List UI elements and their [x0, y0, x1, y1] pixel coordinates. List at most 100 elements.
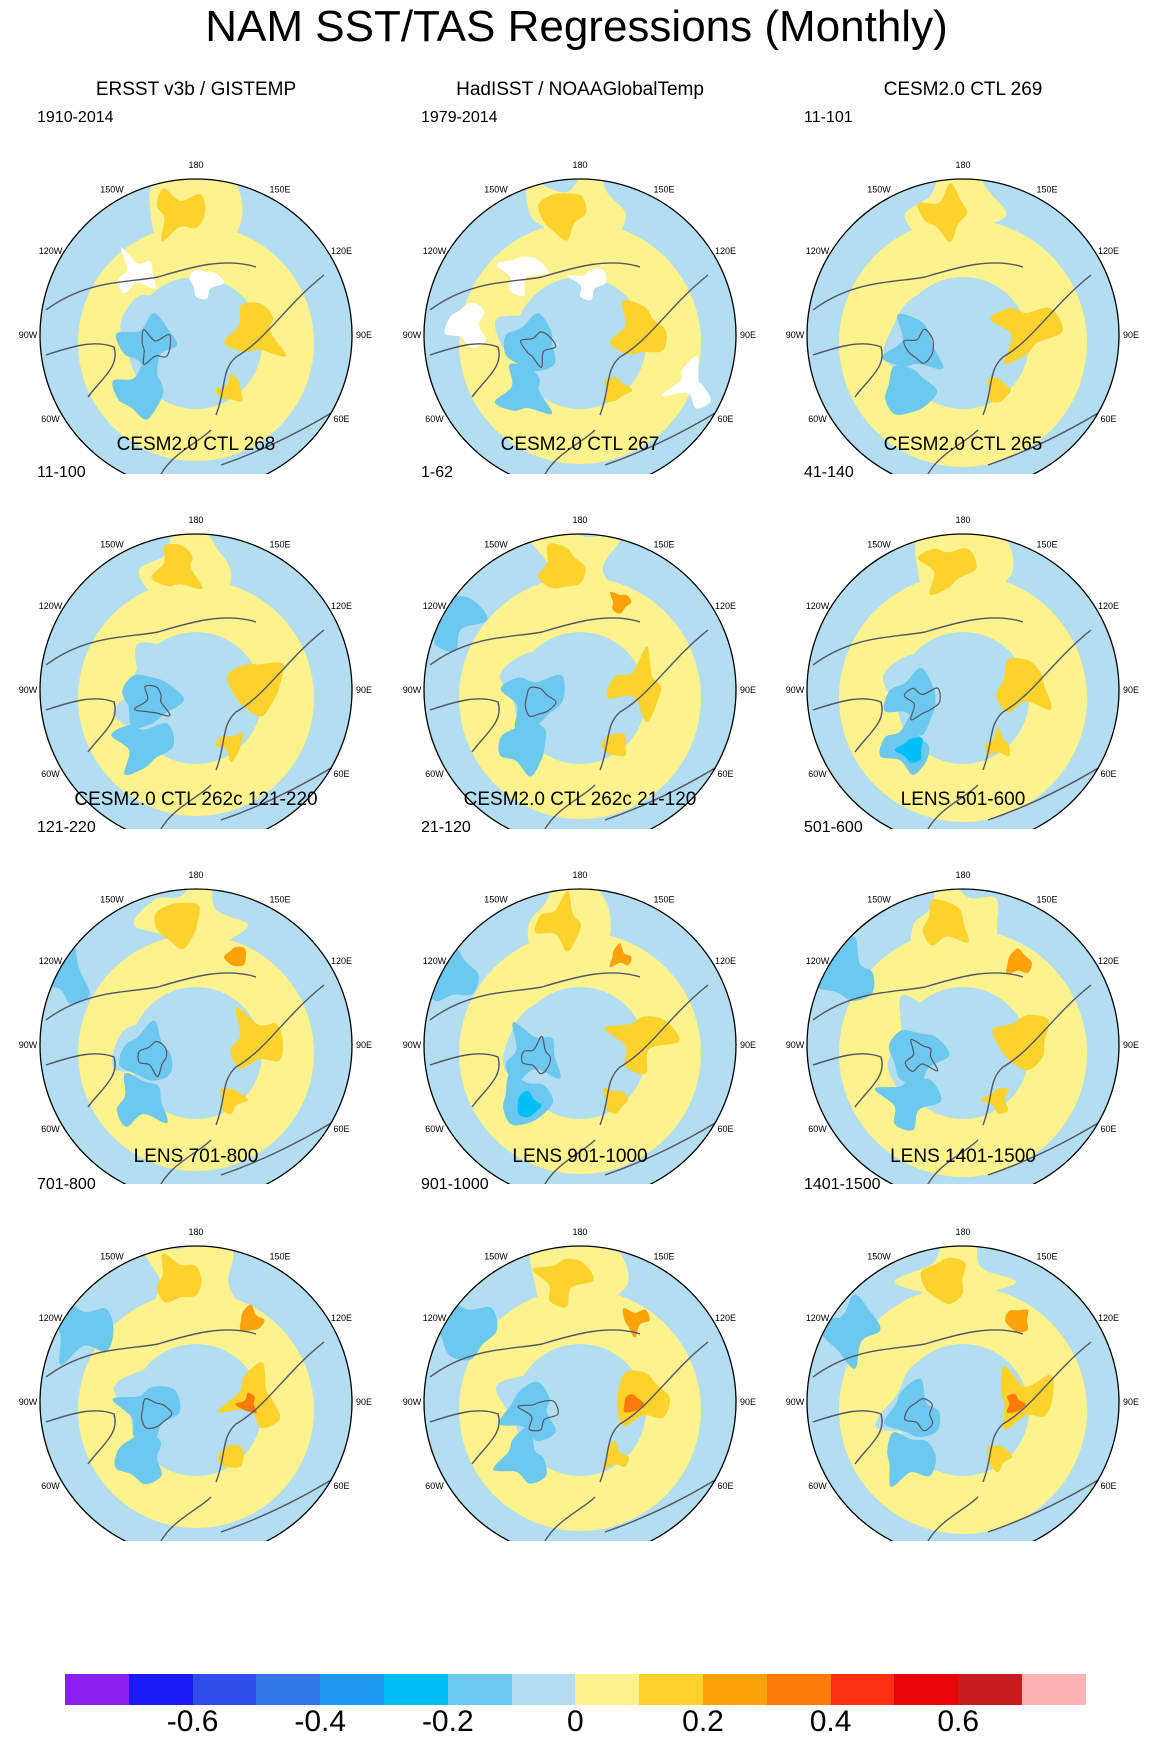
panel-period: 501-600	[804, 819, 863, 836]
longitude-label: 120W	[423, 1313, 447, 1323]
coastline	[155, 784, 212, 829]
greenland-negative	[118, 1020, 173, 1081]
coastline	[812, 1053, 883, 1108]
longitude-label: 180	[572, 870, 587, 880]
polar-map: 180150E120E90E60E30E030W60W90W120W150W	[19, 160, 372, 474]
longitude-label: 60W	[808, 1481, 827, 1491]
coastline	[987, 1473, 1109, 1533]
pacific-strong-positive	[920, 1257, 966, 1305]
longitude-label: 60E	[717, 1124, 733, 1134]
coastline	[982, 274, 1092, 416]
atlantic-negative	[111, 723, 175, 776]
longitude-label: 150W	[867, 1252, 891, 1262]
siberia-hot-spot	[622, 1308, 650, 1338]
map-panel: 180150E120E90E60E30E030W60W90W120W150W LE…	[4, 1146, 388, 1541]
coastline	[45, 262, 257, 311]
longitude-label: 120W	[39, 956, 63, 966]
coastline	[215, 984, 325, 1126]
map-boundary	[39, 888, 353, 1184]
panel-period: 901-1000	[421, 1176, 489, 1193]
missing-data	[661, 356, 712, 409]
siberia-hot-spot	[609, 591, 632, 614]
longitude-label: 60E	[717, 1481, 733, 1491]
polar-map: 180150E120E90E60E30E030W60W90W120W150W	[19, 515, 372, 829]
polar-map: 180150E120E90E60E30E030W60W90W120W150W	[19, 1227, 372, 1541]
atlantic-negative	[874, 1077, 942, 1131]
map-boundary	[423, 1245, 737, 1541]
longitude-label: 120E	[1098, 956, 1119, 966]
longitude-label: 180	[188, 160, 203, 170]
map-panel: 180150E120E90E60E30E030W60W90W120W150WCE…	[771, 434, 1153, 829]
longitude-label: 150E	[269, 185, 290, 195]
labrador-strong-negative	[517, 1090, 542, 1118]
coastline	[812, 617, 1024, 666]
europe-positive	[986, 1445, 1013, 1473]
longitude-label: 90W	[19, 330, 38, 340]
coastline	[220, 1473, 342, 1533]
longitude-label: 180	[188, 870, 203, 880]
polar-map: 180150E120E90E60E30E030W60W90W120W150W	[403, 870, 756, 1184]
longitude-label: 120E	[715, 246, 736, 256]
map-boundary	[39, 1245, 353, 1541]
greenland-negative	[884, 1378, 941, 1438]
map-panel: 180150E120E90E60E30E030W60W90W120W150WER…	[4, 79, 388, 474]
coastline	[429, 972, 641, 1021]
atlantic-negative	[885, 365, 938, 415]
greenland-coastline	[903, 687, 941, 721]
longitude-label: 90E	[356, 330, 372, 340]
map-panel: 180150E120E90E60E30E030W60W90W120W150WCE…	[771, 79, 1153, 474]
coastline	[45, 1329, 257, 1378]
coastline	[220, 761, 342, 821]
panel-title: LENS 701-800	[133, 1146, 259, 1167]
eurasia-positive	[227, 662, 284, 717]
greenland-coastline	[140, 1397, 173, 1430]
eurasia-positive	[992, 1014, 1050, 1071]
europe-positive	[603, 1088, 628, 1114]
longitude-label: 180	[572, 160, 587, 170]
map-boundary	[423, 533, 737, 829]
coastline	[429, 1329, 641, 1378]
eurasia-positive	[224, 302, 286, 357]
atlantic-negative	[116, 1073, 168, 1127]
longitude-label: 120E	[715, 956, 736, 966]
panel-title: LENS 1401-1500	[890, 1146, 1036, 1167]
greenland-coastline	[520, 1035, 551, 1075]
longitude-label: 120E	[331, 956, 352, 966]
atlantic-negative	[887, 1432, 936, 1487]
greenland-negative	[888, 1030, 950, 1084]
coastline	[812, 698, 883, 753]
longitude-label: 150E	[653, 540, 674, 550]
coastline	[45, 1053, 116, 1108]
longitude-label: 120E	[715, 1313, 736, 1323]
longitude-label: 150W	[100, 185, 124, 195]
panel-period: 41-140	[804, 464, 854, 481]
coastline	[987, 761, 1109, 821]
pacific-strong-positive	[532, 1258, 594, 1308]
longitude-label: 180	[955, 1227, 970, 1237]
coastline	[922, 1139, 979, 1184]
longitude-label: 150E	[653, 185, 674, 195]
alaska-negative	[810, 1294, 881, 1369]
longitude-label: 60W	[425, 1481, 444, 1491]
greenland-coastline	[903, 328, 935, 364]
map-boundary	[806, 888, 1120, 1184]
longitude-label: 150W	[484, 895, 508, 905]
longitude-label: 120E	[715, 601, 736, 611]
siberia-hot-spot	[1005, 1309, 1029, 1333]
longitude-label: 60E	[717, 414, 733, 424]
eurasia-positive	[996, 658, 1052, 713]
longitude-label: 90W	[403, 1397, 422, 1407]
eurasia-positive	[616, 1370, 670, 1427]
eurasia-positive	[230, 1007, 283, 1069]
longitude-label: 150W	[100, 540, 124, 550]
pacific-strong-positive	[918, 548, 977, 595]
coastline	[604, 406, 726, 466]
panel-period: 11-101	[804, 109, 853, 126]
polar-map: 180150E120E90E60E30E030W60W90W120W150W	[403, 160, 756, 474]
longitude-label: 60W	[425, 414, 444, 424]
coastline	[982, 984, 1092, 1126]
longitude-label: 180	[955, 515, 970, 525]
longitude-label: 120W	[39, 1313, 63, 1323]
longitude-label: 60W	[41, 414, 60, 424]
